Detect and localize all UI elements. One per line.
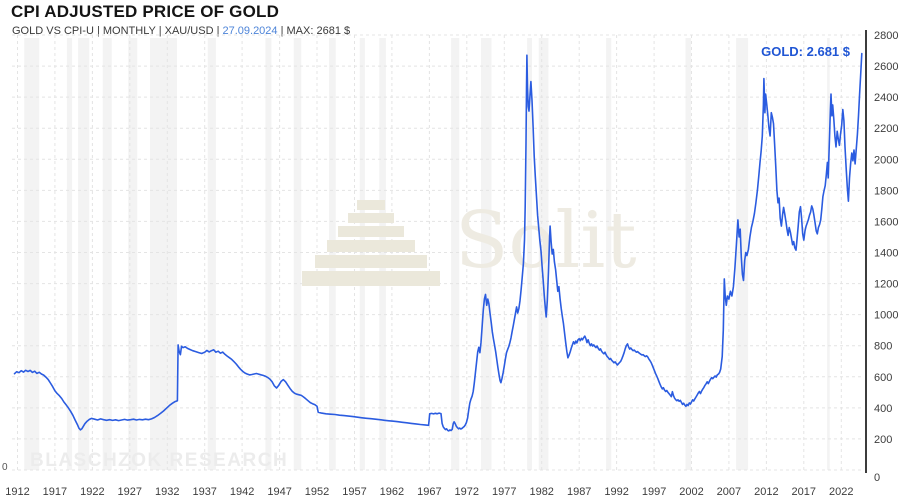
- recession-band: [329, 38, 336, 470]
- y-axis-tick-label: 800: [874, 341, 892, 353]
- y-axis-tick-label: 2600: [874, 61, 898, 73]
- x-axis-tick-label: 1957: [342, 486, 366, 498]
- page-title: CPI ADJUSTED PRICE OF GOLD: [11, 2, 280, 21]
- recession-band: [150, 38, 177, 470]
- recession-band: [538, 38, 549, 470]
- recession-band: [527, 38, 532, 470]
- x-axis-tick-label: 2017: [792, 486, 816, 498]
- gold-price-label: GOLD: 2.681 $: [761, 44, 850, 59]
- x-axis-tick-label: 1952: [305, 486, 329, 498]
- y-axis-tick-label: 1400: [874, 248, 898, 260]
- left-axis-zero-label: 0: [2, 462, 8, 473]
- gold-pyramid-icon: [348, 213, 394, 223]
- gold-pyramid-icon: [327, 240, 415, 252]
- recession-band: [265, 38, 272, 470]
- y-axis-tick-label: 1800: [874, 185, 898, 197]
- subtitle-date: 27.09.2024: [222, 25, 278, 37]
- x-axis-tick-label: 1917: [43, 486, 67, 498]
- recession-band: [78, 38, 90, 470]
- y-axis-tick-label: 1600: [874, 216, 898, 228]
- x-axis-tick-label: 1997: [642, 486, 666, 498]
- x-axis-tick-label: 1982: [529, 486, 553, 498]
- recession-band: [128, 38, 138, 470]
- y-axis-tick-label: 2200: [874, 123, 898, 135]
- x-axis-tick-label: 1947: [267, 486, 291, 498]
- recession-band: [827, 38, 830, 470]
- gold-pyramid-icon: [302, 271, 440, 286]
- recession-band: [102, 38, 112, 470]
- chart-subtitle: GOLD VS CPI-U | MONTHLY | XAU/USD | 27.0…: [12, 25, 350, 37]
- recession-band: [293, 38, 302, 470]
- gold-pyramid-icon: [357, 200, 385, 210]
- recession-band: [736, 38, 749, 470]
- recession-band: [606, 38, 612, 470]
- recession-band: [207, 38, 216, 470]
- x-axis-tick-label: 1972: [455, 486, 479, 498]
- y-axis-tick-label: 200: [874, 434, 892, 446]
- x-axis-tick-label: 1922: [80, 486, 104, 498]
- x-axis-tick-label: 2022: [829, 486, 853, 498]
- y-axis-tick-label: 2800: [874, 30, 898, 42]
- subtitle-meta: GOLD VS CPI-U | MONTHLY | XAU/USD |: [12, 25, 223, 37]
- research-watermark: BLASCHZOK RESEARCH: [30, 450, 288, 471]
- x-axis-tick-label: 2007: [717, 486, 741, 498]
- recession-band: [451, 38, 460, 470]
- y-axis-tick-label: 2400: [874, 92, 898, 104]
- recession-band: [481, 38, 492, 470]
- subtitle-max: | MAX: 2681 $: [277, 25, 351, 37]
- x-axis-tick-label: 1992: [604, 486, 628, 498]
- y-axis-tick-label: 1200: [874, 279, 898, 291]
- y-axis-tick-label: 600: [874, 372, 892, 384]
- recession-band: [359, 38, 365, 470]
- brand-watermark: Solit: [455, 196, 637, 286]
- x-axis-tick-label: 1942: [230, 486, 254, 498]
- x-axis-tick-label: 1932: [155, 486, 179, 498]
- y-axis-tick-label: 0: [874, 472, 880, 484]
- y-axis-tick-label: 400: [874, 403, 892, 415]
- x-axis-tick-label: 1967: [417, 486, 441, 498]
- gold-pyramid-icon: [315, 255, 427, 268]
- x-axis-tick-label: 1912: [5, 486, 29, 498]
- recession-band: [379, 38, 386, 470]
- x-axis-tick-label: 1927: [118, 486, 142, 498]
- recession-band: [24, 38, 40, 470]
- recession-band: [66, 38, 73, 470]
- x-axis-tick-label: 1962: [380, 486, 404, 498]
- y-axis-tick-label: 1000: [874, 310, 898, 322]
- gold-pyramid-icon: [338, 226, 404, 237]
- x-axis-tick-label: 1987: [567, 486, 591, 498]
- recession-band: [685, 38, 692, 470]
- x-axis-tick-label: 2012: [754, 486, 778, 498]
- x-axis-tick-label: 1977: [492, 486, 516, 498]
- x-axis-tick-label: 1937: [192, 486, 216, 498]
- x-axis-tick-label: 2002: [679, 486, 703, 498]
- gold-price-line: [13, 52, 863, 432]
- y-axis-tick-label: 2000: [874, 154, 898, 166]
